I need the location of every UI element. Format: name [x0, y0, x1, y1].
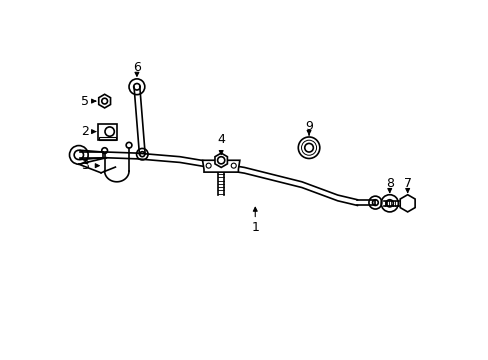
Polygon shape — [99, 94, 110, 108]
Text: 3: 3 — [81, 159, 89, 172]
Polygon shape — [399, 195, 414, 212]
Text: 1: 1 — [251, 221, 259, 234]
Bar — [98, 124, 117, 140]
Text: 9: 9 — [305, 121, 312, 134]
Text: 6: 6 — [133, 60, 141, 73]
Polygon shape — [215, 153, 227, 167]
Text: 8: 8 — [385, 177, 393, 190]
Text: 2: 2 — [81, 125, 89, 138]
Text: 5: 5 — [81, 95, 89, 108]
Text: 7: 7 — [403, 177, 411, 190]
Bar — [99, 137, 116, 140]
Text: 4: 4 — [217, 133, 224, 146]
Polygon shape — [202, 160, 239, 172]
